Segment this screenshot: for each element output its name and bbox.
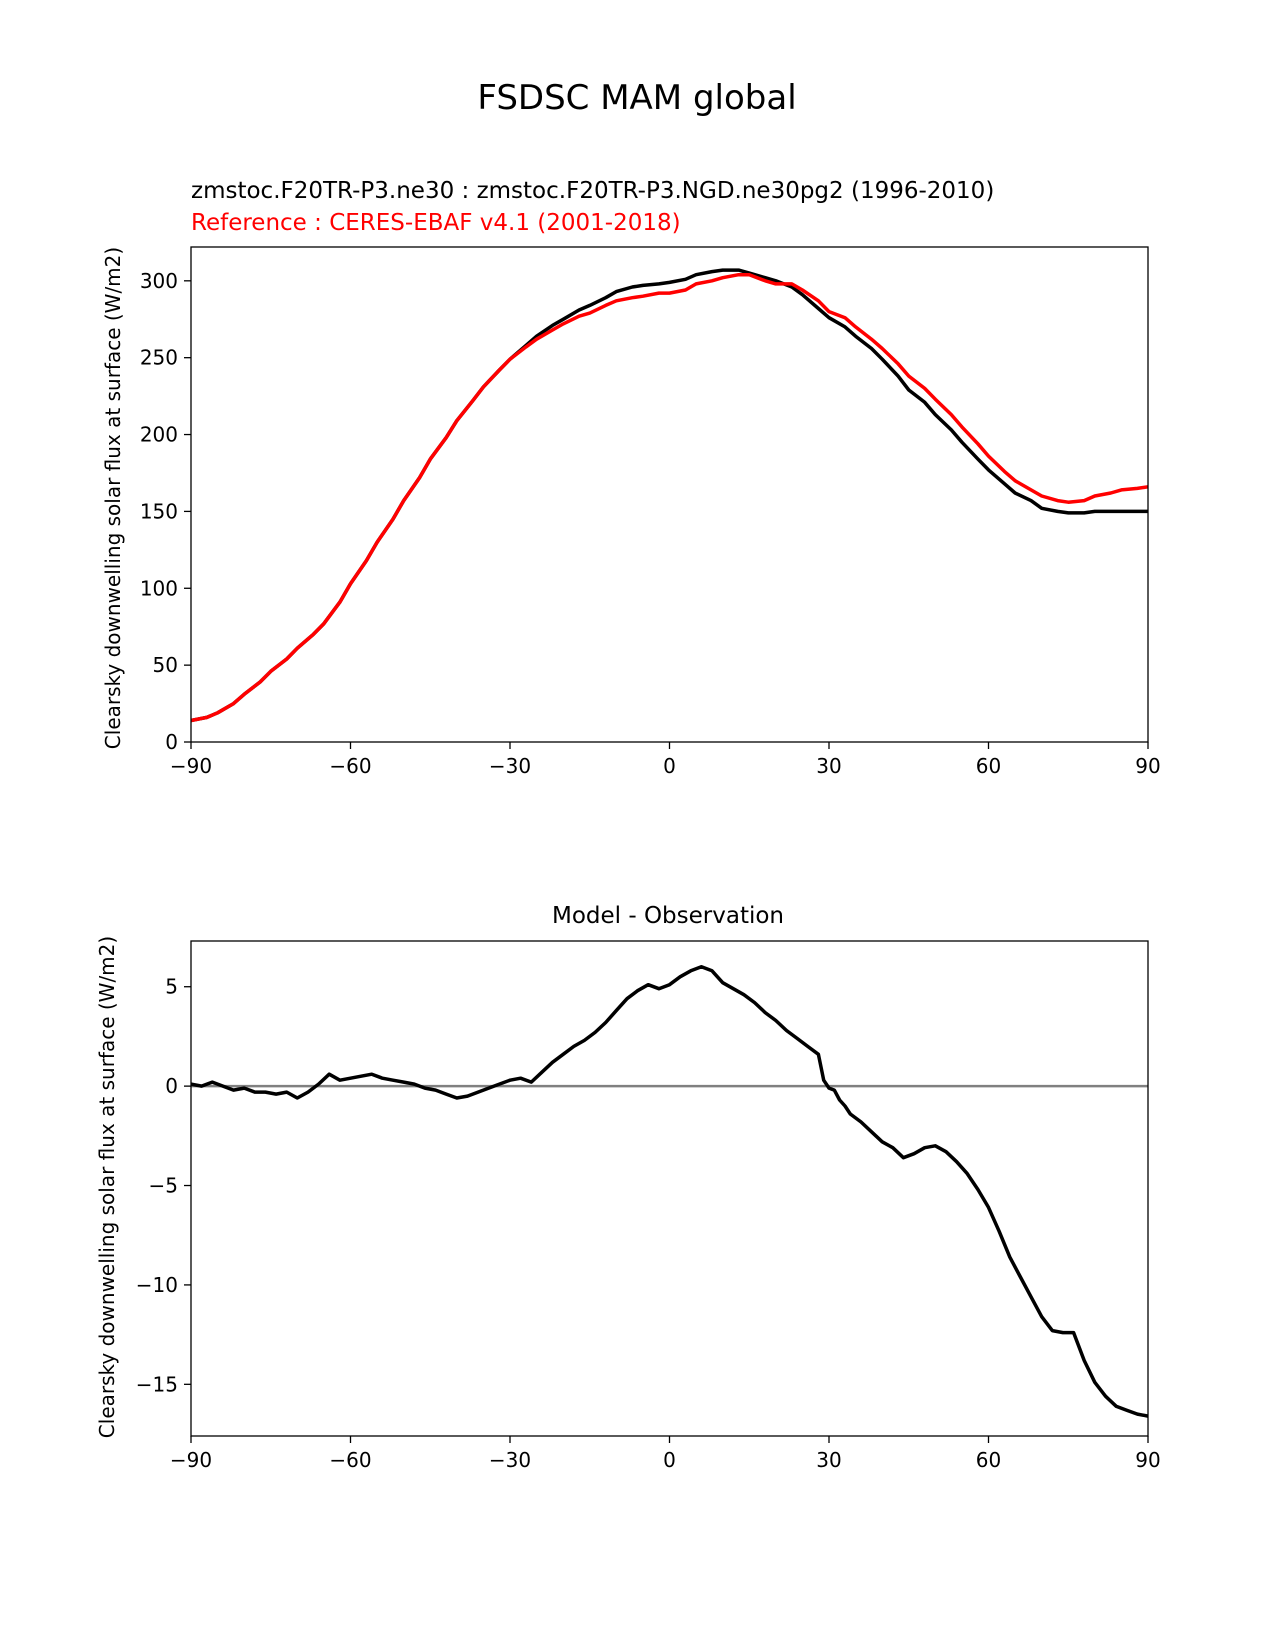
bottom-x-tick-label: −30 (489, 1448, 531, 1472)
top-y-tick-label: 200 (140, 423, 178, 447)
bottom-x-tick-label: −90 (170, 1448, 212, 1472)
bottom-panel: −90 −60 −30 0 30 60 90 −15 −10 −5 0 5 (136, 940, 1161, 1472)
top-x-tick-label: 0 (663, 754, 676, 778)
top-x-tick-label: 90 (1135, 754, 1160, 778)
top-subtitle-model: zmstoc.F20TR-P3.ne30 : zmstoc.F20TR-P3.N… (191, 178, 994, 204)
top-x-tick-label: −90 (170, 754, 212, 778)
top-y-tick-label: 250 (140, 346, 178, 370)
bottom-x-tick-label: 90 (1135, 1448, 1160, 1472)
top-y-tick-label: 0 (165, 730, 178, 754)
bottom-y-tick-label: −15 (136, 1372, 178, 1396)
bottom-series-difference (190, 965, 1149, 1418)
figure-title: FSDSC MAM global (477, 78, 796, 118)
top-y-tick-label: 300 (140, 269, 178, 293)
top-series-model (190, 268, 1148, 723)
top-axes-frame (190, 246, 1149, 743)
top-y-tick-label: 100 (140, 576, 178, 600)
top-subtitle-reference: Reference : CERES-EBAF v4.1 (2001-2018) (191, 210, 681, 236)
bottom-x-tick-label: 60 (976, 1448, 1001, 1472)
bottom-y-tick-label: −10 (136, 1273, 178, 1297)
bottom-y-tick-label: 5 (165, 975, 178, 999)
bottom-y-axis-label: Clearsky downwelling solar flux at surfa… (95, 936, 119, 1438)
top-x-tick-label: −30 (489, 754, 531, 778)
bottom-axes-frame (190, 940, 1149, 1437)
bottom-y-tick-label: −5 (149, 1174, 178, 1198)
top-x-tick-label: 60 (976, 754, 1001, 778)
bottom-x-tick-label: 30 (816, 1448, 841, 1472)
top-panel: −90 −60 −30 0 30 60 90 0 50 100 150 200 250 300 (140, 246, 1161, 778)
bottom-subtitle: Model - Observation (552, 903, 784, 929)
bottom-x-tick-label: −60 (329, 1448, 371, 1472)
top-x-tick-label: −60 (329, 754, 371, 778)
bottom-y-tick-label: 0 (165, 1074, 178, 1098)
top-y-axis-label: Clearsky downwelling solar flux at surfa… (101, 247, 125, 749)
top-x-tick-label: 30 (816, 754, 841, 778)
top-y-tick-label: 150 (140, 499, 178, 523)
top-series-reference (190, 272, 1149, 723)
bottom-x-tick-label: 0 (663, 1448, 676, 1472)
top-y-tick-label: 50 (153, 653, 178, 677)
